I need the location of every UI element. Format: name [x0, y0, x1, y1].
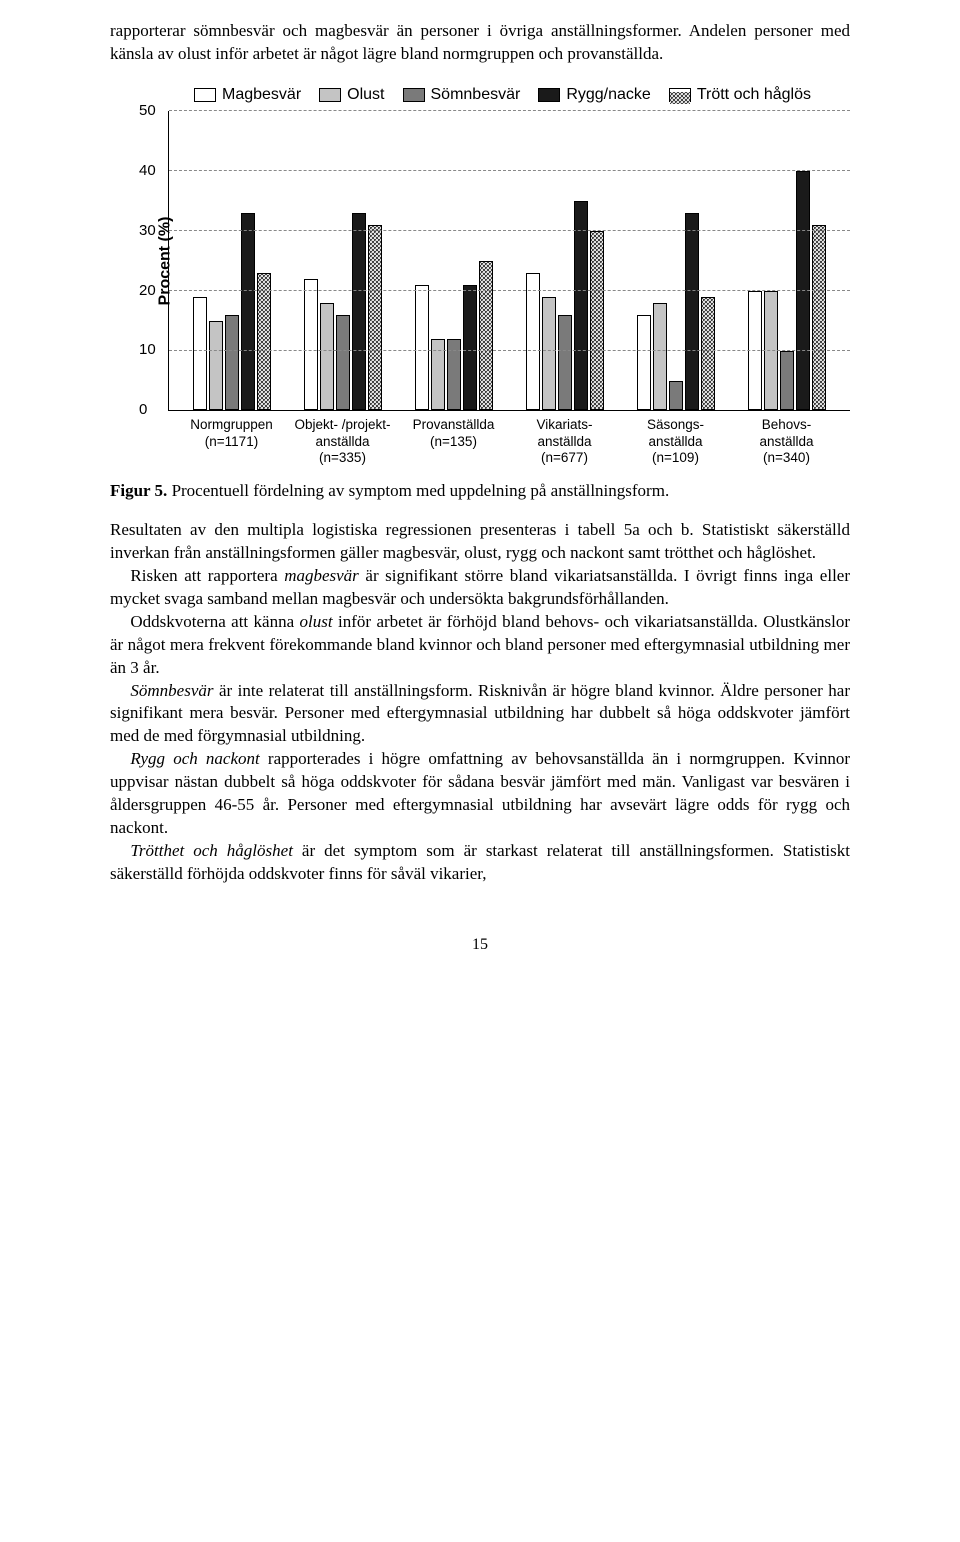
legend-swatch	[669, 88, 691, 102]
bar	[812, 225, 826, 410]
legend-label: Olust	[347, 84, 384, 106]
x-label: Objekt- /projekt-anställda (n=335)	[293, 417, 393, 466]
bar	[368, 225, 382, 410]
bar	[257, 273, 271, 411]
bar	[320, 303, 334, 411]
x-label: Provanställda (n=135)	[404, 417, 504, 466]
chart-plot: Procent (%) 01020304050	[168, 111, 850, 411]
bar	[796, 171, 810, 410]
body-paragraph: Oddskvoterna att känna olust inför arbet…	[110, 611, 850, 680]
bar-group	[526, 111, 604, 410]
bar	[764, 291, 778, 411]
bar	[558, 315, 572, 411]
bar	[415, 285, 429, 411]
bar	[479, 261, 493, 411]
legend-label: Magbesvär	[222, 84, 301, 106]
bar	[748, 291, 762, 411]
body-paragraph: Rygg och nackont rapporterades i högre o…	[110, 748, 850, 840]
gridline	[169, 170, 850, 171]
bar-group	[193, 111, 271, 410]
body-paragraph: Resultaten av den multipla logistiska re…	[110, 519, 850, 565]
gridline	[169, 290, 850, 291]
bar	[701, 297, 715, 411]
bar	[352, 213, 366, 410]
bar	[526, 273, 540, 411]
legend-swatch	[194, 88, 216, 102]
gridline	[169, 350, 850, 351]
bar	[590, 231, 604, 410]
y-tick: 20	[139, 281, 156, 301]
y-tick: 40	[139, 161, 156, 181]
legend-item: Olust	[319, 84, 384, 106]
body-paragraph: Trötthet och håglöshet är det symptom so…	[110, 840, 850, 886]
body-paragraph: Sömnbesvär är inte relaterat till anstäl…	[110, 680, 850, 749]
bar	[685, 213, 699, 410]
x-label: Behovs-anställda (n=340)	[737, 417, 837, 466]
y-tick: 30	[139, 221, 156, 241]
body-text: Resultaten av den multipla logistiska re…	[110, 519, 850, 886]
y-tick: 0	[139, 400, 147, 420]
bar	[463, 285, 477, 411]
page-number: 15	[110, 934, 850, 956]
legend-item: Rygg/nacke	[538, 84, 651, 106]
bar	[336, 315, 350, 411]
x-label: Säsongs-anställda (n=109)	[626, 417, 726, 466]
legend-label: Sömnbesvär	[431, 84, 521, 106]
bar-group	[415, 111, 493, 410]
bar-group	[304, 111, 382, 410]
gridline	[169, 110, 850, 111]
x-label: Normgruppen (n=1171)	[182, 417, 282, 466]
bar	[304, 279, 318, 411]
bar	[780, 351, 794, 411]
bar	[669, 381, 683, 411]
legend-swatch	[538, 88, 560, 102]
bar	[574, 201, 588, 410]
chart-bars	[169, 111, 850, 410]
bar	[653, 303, 667, 411]
legend-label: Trött och håglös	[697, 84, 811, 106]
legend-item: Magbesvär	[194, 84, 301, 106]
x-label: Vikariats-anställda (n=677)	[515, 417, 615, 466]
bar	[542, 297, 556, 411]
caption-label: Figur 5.	[110, 481, 167, 500]
gridline	[169, 230, 850, 231]
legend-item: Trött och håglös	[669, 84, 811, 106]
figure-caption: Figur 5. Procentuell fördelning av sympt…	[110, 480, 850, 503]
intro-paragraph: rapporterar sömnbesvär och magbesvär än …	[110, 20, 850, 66]
caption-text: Procentuell fördelning av symptom med up…	[167, 481, 669, 500]
x-axis-labels: Normgruppen (n=1171)Objekt- /projekt-ans…	[168, 411, 850, 466]
legend-swatch	[319, 88, 341, 102]
bar	[241, 213, 255, 410]
bar-group	[637, 111, 715, 410]
legend-swatch	[403, 88, 425, 102]
bar	[209, 321, 223, 411]
bar	[193, 297, 207, 411]
y-tick: 50	[139, 101, 156, 121]
legend-item: Sömnbesvär	[403, 84, 521, 106]
symptom-chart: Magbesvär Olust Sömnbesvär Rygg/nacke Trött …	[110, 84, 850, 466]
legend-label: Rygg/nacke	[566, 84, 651, 106]
y-tick: 10	[139, 341, 156, 361]
bar-group	[748, 111, 826, 410]
chart-legend: Magbesvär Olust Sömnbesvär Rygg/nacke Trött …	[194, 84, 850, 106]
bar	[637, 315, 651, 411]
bar	[225, 315, 239, 411]
body-paragraph: Risken att rapportera magbesvär är signi…	[110, 565, 850, 611]
